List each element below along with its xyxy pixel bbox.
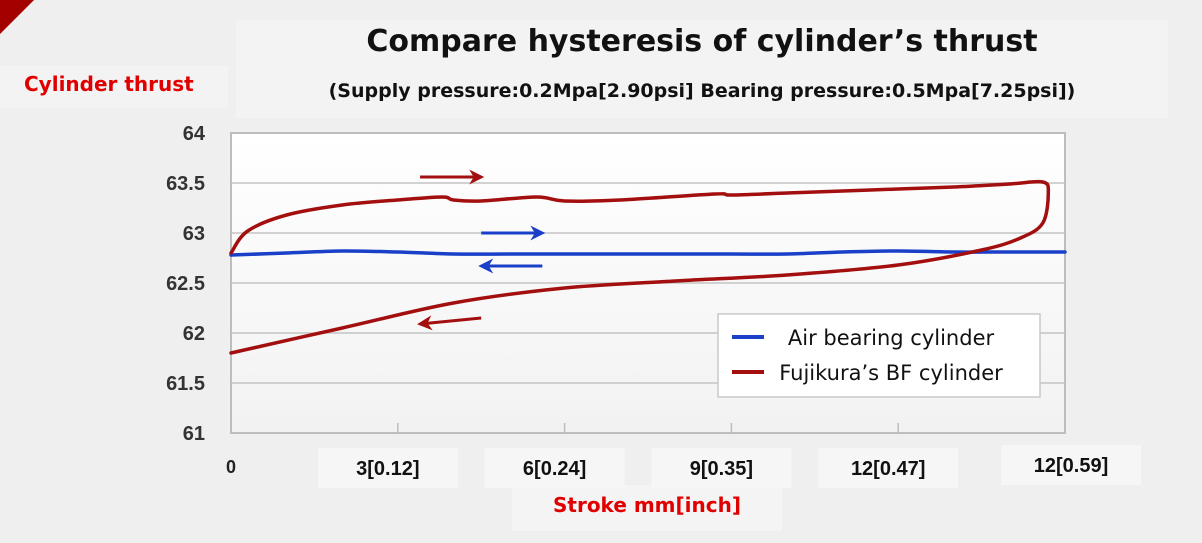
x-tick-label-bg [317,448,458,488]
chart-subtitle: (Supply pressure:0.2Mpa[2.90psi] Bearing… [328,80,1076,102]
legend-label: Air bearing cylinder [788,326,995,350]
x-tick-label: 6[0.24] [523,458,586,480]
legend-box [717,313,1041,398]
x-axis-label-panel [512,485,782,531]
chart-title: Compare hysteresis of cylinder’s thrust [366,24,1038,59]
x-tick-label-bg [651,448,792,488]
series-line-fujikura-bf-cylinder [229,179,1051,355]
y-tick-label: 61.5 [166,373,205,395]
x-tick-label-bg [818,448,959,488]
legend-label: Fujikura’s BF cylinder [779,361,1003,385]
x-tick-label: 12[0.59] [1034,455,1109,477]
x-axis-label: Stroke mm[inch] [552,493,741,517]
title-panel [236,20,1168,118]
direction-arrow-left-icon [417,315,482,331]
x-tick-label: 0 [226,457,236,477]
y-tick-label: 62 [183,323,205,345]
y-tick-label: 63.5 [166,173,205,195]
x-tick-label: 3[0.12] [356,458,419,480]
x-tick-label: 12[0.47] [851,458,926,480]
y-tick-label: 62.5 [166,273,205,295]
series-line-air-bearing-cylinder [229,249,1067,257]
x-tick-label-bg [1001,445,1141,485]
y-axis-label: Cylinder thrust [24,72,194,96]
corner-decoration [0,0,34,34]
y-axis-label-panel [0,66,228,108]
y-tick-label: 64 [183,123,206,145]
x-tick-label-bg [484,448,625,488]
y-tick-label: 61 [183,423,205,445]
x-tick-label: 9[0.35] [690,458,753,480]
y-tick-label: 63 [183,223,205,245]
